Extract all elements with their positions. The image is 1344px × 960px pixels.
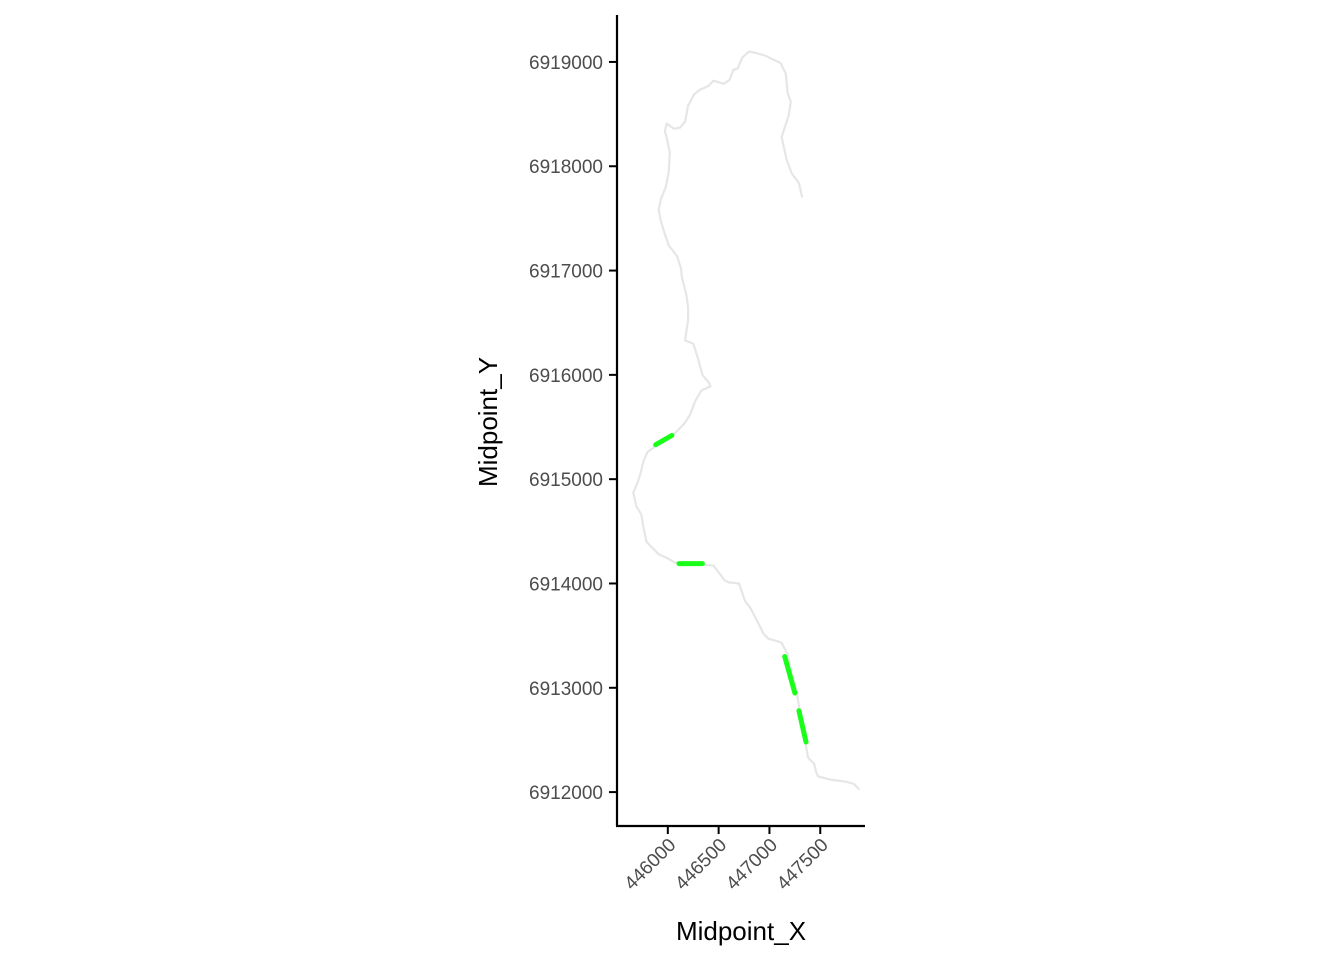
highlighted-segments-layer <box>653 432 809 745</box>
y-tick-label: 6912000 <box>529 783 603 804</box>
y-tick-label: 6919000 <box>529 53 603 74</box>
x-axis-title: Midpoint_X <box>676 916 806 946</box>
y-tick-label: 6916000 <box>529 366 603 387</box>
x-tick-label: 446000 <box>621 835 681 895</box>
x-tick-label: 447000 <box>722 835 782 895</box>
y-tick-label: 6915000 <box>529 470 603 491</box>
river-path-line <box>632 50 860 791</box>
highlighted-segment-3 <box>782 653 798 696</box>
x-tick-label: 447500 <box>773 835 833 895</box>
y-tick-label: 6914000 <box>529 574 603 595</box>
river-path-layer <box>632 50 860 791</box>
x-tick-label: 446500 <box>671 835 731 895</box>
y-axis-ticks: 6912000 6913000 6914000 6915000 6916000 69170… <box>529 53 617 804</box>
y-tick-label: 6918000 <box>529 157 603 178</box>
highlighted-segment-1 <box>653 432 675 448</box>
y-tick-label: 6917000 <box>529 262 603 283</box>
highlighted-segment-4 <box>796 708 809 745</box>
y-tick-label: 6913000 <box>529 679 603 700</box>
y-axis-title: Midpoint_Y <box>473 357 503 487</box>
